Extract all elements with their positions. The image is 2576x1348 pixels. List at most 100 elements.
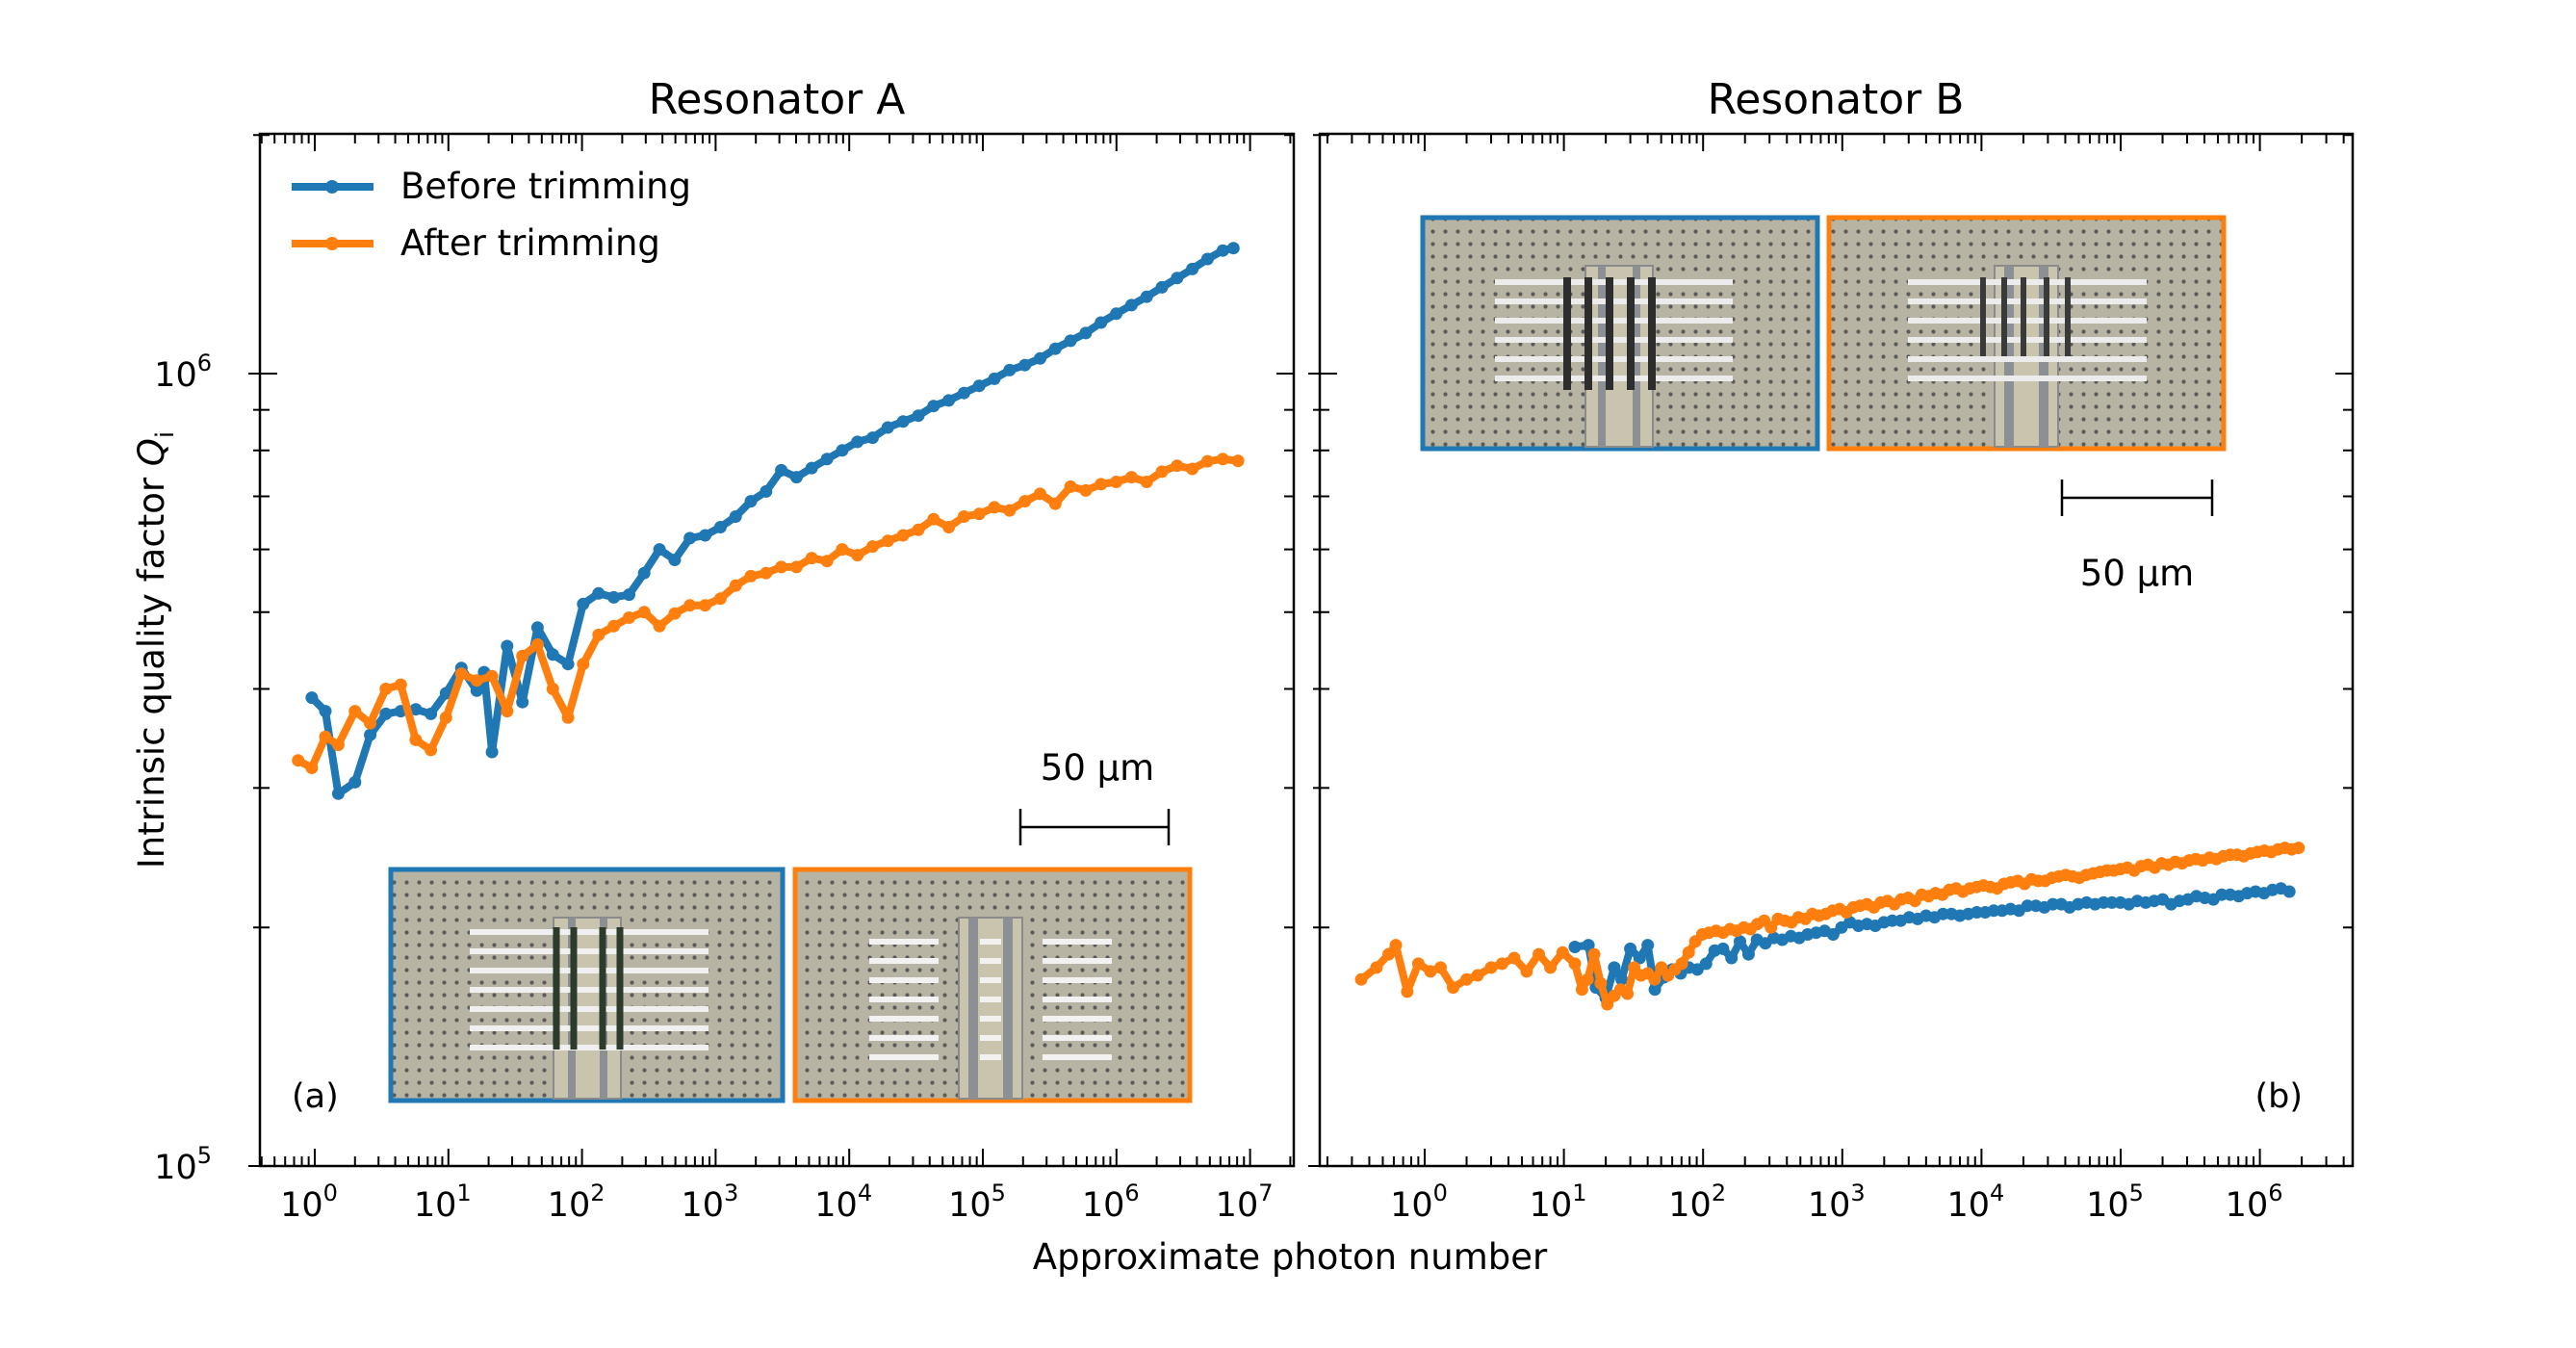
panel-a-series-before-point [668, 554, 682, 566]
panel-a-series-before-point [1018, 358, 1032, 372]
panel-b-series-after-point [1507, 951, 1521, 965]
panel-a-series-after-point [305, 762, 319, 774]
panel-a-series-after-point [1034, 487, 1046, 501]
panel-b-title: Resonator B [1708, 75, 1965, 124]
panel-b-series-after-point [1533, 947, 1545, 961]
panel-b-series-after-point [1682, 946, 1695, 959]
panel-a-series-before-point [942, 394, 956, 407]
panel-a-series-before-point [896, 415, 910, 428]
panel-a-frame [258, 132, 1296, 1168]
panel-a-series-before-point [1226, 242, 1240, 255]
panel-b-series-before-point [1725, 951, 1739, 965]
panel-a-series-before-point [623, 588, 635, 602]
panel-a-series-before-point [379, 707, 393, 720]
panel-a-series-after-point [942, 521, 956, 533]
panel-a-series-after-point [912, 523, 925, 536]
panel-a-series-after-point [699, 599, 711, 612]
panel-a-series-before-point [501, 639, 514, 653]
panel-a-series-after-point [394, 678, 407, 691]
panel-b-scale-bar [2060, 480, 2214, 516]
panel-a-series-before-point [805, 461, 818, 475]
panel-b-tick-labels: 100 101 102 103 104 105 106 [1390, 1180, 2282, 1225]
panel-a-series-after-point [1018, 495, 1032, 508]
panel-a-series-before-point [1110, 307, 1123, 321]
panel-a-scale-label: 50 µm [1041, 747, 1154, 789]
panel-a-series-after-point [820, 555, 834, 568]
panel-a-title: Resonator A [649, 75, 906, 124]
panel-a-series-before-point [957, 386, 970, 400]
panel-b-series-before-point [1716, 942, 1730, 955]
panel-a-series-before-point [836, 444, 849, 457]
panel-a-series-after-point [957, 510, 970, 523]
panel-a-series-after-point [364, 716, 377, 730]
panel-a-scale-bar [1018, 809, 1171, 845]
panel-b-series-after-point [1447, 981, 1459, 995]
panel-a-series-after-point [516, 649, 529, 662]
panel-a-series-before-point [851, 435, 864, 449]
panel-a-series-before-point [1200, 252, 1214, 266]
panel-b-series-after-point [1382, 947, 1395, 961]
panel-a-series-before-point [683, 531, 697, 545]
panel-a-inset-before-fingers [470, 929, 708, 1050]
panel-a-series-after-point [760, 566, 773, 580]
panel-a-series-after-point [1064, 480, 1077, 493]
panel-a-series-before-point [972, 379, 986, 393]
panel-b-series-after-point [1411, 957, 1425, 971]
panel-b-series-after-point [1544, 961, 1558, 974]
panel-a-series-before-point [760, 484, 773, 498]
panel-b-x-tick-label: 102 [1668, 1180, 1726, 1225]
panel-a-series-before-point [820, 453, 834, 466]
panel-a-series-before-point [331, 787, 345, 800]
panel-a-series-after-point [561, 711, 575, 724]
panel-a-series-before-point [1034, 351, 1046, 365]
panel-a-series-after-point [1124, 471, 1138, 484]
panel-b-series-after-point [1520, 965, 1533, 978]
panel-b-series-after-point [1581, 972, 1594, 986]
panel-a-x-tick-label: 100 [280, 1180, 338, 1225]
panel-a-series-before-point [607, 590, 621, 604]
panel-a-series-after-point [607, 619, 621, 633]
panel-a-series-after-point [592, 628, 605, 641]
panel-b-x-tick-label: 103 [1808, 1180, 1866, 1225]
panel-b-series-after-point [1568, 957, 1582, 971]
panel-a-series-before-point [1048, 342, 1062, 355]
panel-a-series-before-point [1186, 262, 1199, 275]
panel-a-series-after-point [1048, 497, 1062, 510]
panel-a-series-after-point [927, 512, 940, 526]
panel-a-series-after-point [775, 560, 788, 574]
panel-b-series-after-point [1648, 972, 1662, 986]
panel-a-series-before-point [592, 586, 605, 600]
panel-b-inset-after [1826, 215, 2227, 452]
panel-b-series-after-point [1575, 983, 1588, 997]
panel-a-series-after-point [546, 683, 559, 695]
panel-b-scale-label: 50 µm [2080, 553, 2194, 594]
panel-a-ticks [248, 134, 1294, 1167]
panel-a-series-after-point [454, 667, 468, 681]
panel-a-series-after-point [1140, 476, 1153, 488]
panel-a-series-after-point [1216, 453, 1229, 466]
panel-a-series-before-point [912, 409, 925, 423]
panel-a-series-after-point [729, 579, 742, 592]
panel-a-tag: (a) [292, 1077, 339, 1116]
panel-a-series-after-point [530, 638, 544, 651]
panel-b-series-after-point [1594, 976, 1608, 990]
y-tick-label: 106 [154, 350, 212, 395]
panel-a-series-after-point [319, 730, 332, 743]
panel-a-series-before-point [1171, 272, 1184, 285]
panel-a-series-before-point [789, 471, 803, 484]
panel-b-tag: (b) [2254, 1077, 2303, 1116]
panel-a-series-after-point [1171, 459, 1184, 473]
panel-b-series-before-point [2282, 885, 2296, 898]
panel-b-x-tick-label: 105 [2086, 1180, 2144, 1225]
panel-a-series-after-point [637, 606, 651, 619]
panel-a-series-after-point [331, 739, 345, 752]
panel-a-series-before-point [470, 684, 483, 697]
panel-b-series-before-point [1568, 941, 1582, 953]
panel-a-series-after-point [881, 534, 894, 548]
panel-a-x-tick-label: 101 [414, 1180, 472, 1225]
panel-b-series-after-point [1389, 939, 1403, 952]
panel-a-series-after-point [805, 552, 818, 565]
panel-a-series-after-point [1200, 454, 1214, 468]
panel-a-series-before-point [1216, 244, 1229, 257]
